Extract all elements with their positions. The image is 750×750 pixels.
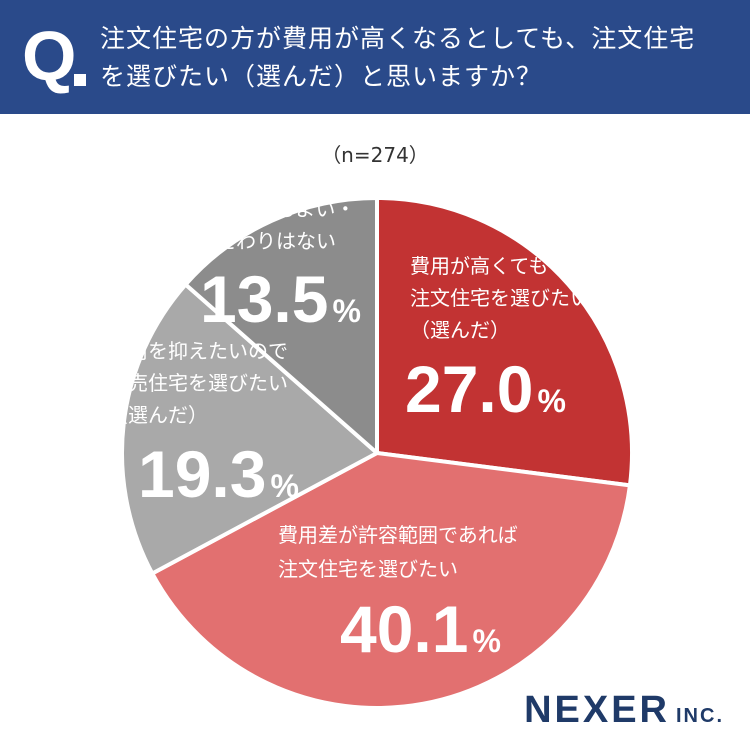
- question-mark-dot: [74, 74, 86, 86]
- slice-4-label-line-1: どちらでもよい・: [196, 197, 355, 221]
- pie-slice-2: [150, 451, 632, 710]
- slice-3-label-line-2: 建売住宅を選びたい: [108, 371, 288, 395]
- slice-4-label-line-2: こだわりはない: [196, 229, 336, 253]
- question-title-line-1: 注文住宅の方が費用が高くなるとしても、注文住宅: [100, 24, 696, 53]
- slice-1-label-line-2: 注文住宅を選びたい: [410, 286, 590, 310]
- question-mark: Q: [22, 17, 77, 95]
- sample-size: （n=274）: [321, 143, 429, 167]
- question-title: 注文住宅の方が費用が高くなるとしても、注文住宅 を選びたい（選んだ）と思いますか…: [100, 20, 730, 96]
- pie-slice-3: [120, 282, 379, 576]
- slice-2-value: 40.1%: [340, 592, 501, 666]
- question-title-line-2: を選びたい（選んだ）と思いますか？: [100, 62, 543, 91]
- slice-2-label-line-1: 費用差が許容範囲であれば: [278, 523, 518, 547]
- slice-3-label-line-3: （選んだ）: [108, 403, 208, 427]
- pie-slice-4: [183, 196, 379, 455]
- slice-4-value: 13.5%: [200, 262, 361, 336]
- logo-suffix: INC.: [676, 705, 724, 727]
- slice-3-value: 19.3%: [138, 437, 299, 511]
- slice-1-value: 27.0%: [405, 352, 566, 426]
- question-header: Q 注文住宅の方が費用が高くなるとしても、注文住宅 を選びたい（選んだ）と思いま…: [0, 0, 750, 114]
- nexer-logo: NEXER INC.: [524, 689, 724, 732]
- slice-3-label-line-1: 費用を抑えたいので: [108, 339, 288, 363]
- logo-main: NEXER: [524, 689, 670, 731]
- slice-1-label-line-3: （選んだ）: [410, 318, 510, 342]
- pie-slice-1: [375, 196, 634, 488]
- slice-2-label-line-2: 注文住宅を選びたい: [278, 557, 458, 581]
- slice-label-4: どちらでもよい・こだわりはない 13.5%: [196, 197, 361, 336]
- slice-1-label-line-1: 費用が高くても: [410, 254, 548, 278]
